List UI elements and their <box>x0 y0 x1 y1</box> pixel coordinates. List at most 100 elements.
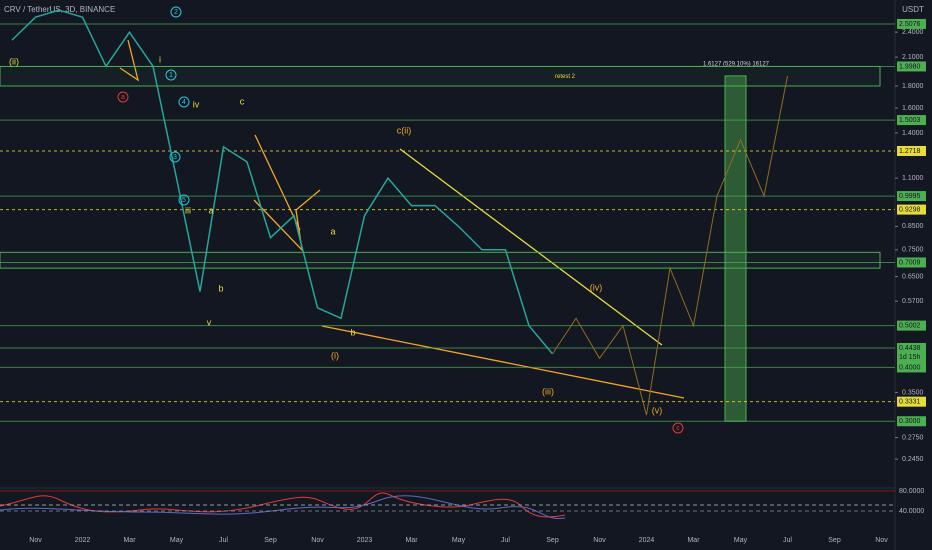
zone-label: retest 2 <box>555 74 576 80</box>
wave-label: i <box>159 54 161 64</box>
wave-label: a <box>121 94 125 101</box>
y-tick-label: 0.2750 <box>902 434 924 441</box>
price-tag-label: 0.4438 <box>899 345 921 352</box>
annotation-circle <box>178 96 190 108</box>
x-tick-label: Jul <box>219 537 228 544</box>
price-tag-label: 0.3331 <box>899 399 921 406</box>
x-tick-label: Jul <box>783 537 792 544</box>
x-tick-label: Sep <box>264 537 277 544</box>
y-tick-label: 2.4000 <box>902 29 924 36</box>
x-tick-label: Nov <box>593 537 606 544</box>
wave-label: iii <box>185 205 191 215</box>
x-tick-label: 2024 <box>639 537 655 544</box>
y-tick-label: 0.2450 <box>902 456 924 463</box>
wave-label: (iv) <box>590 282 603 292</box>
wave-label: b <box>218 283 223 293</box>
y-tick-label: 1.1000 <box>902 175 924 182</box>
wave-label: (v) <box>652 405 663 415</box>
annotation-circle <box>169 151 181 163</box>
price-tag <box>897 18 926 29</box>
wave-label: c <box>240 96 245 106</box>
price-tag-label: 0.3000 <box>899 418 921 425</box>
price-line <box>552 75 788 416</box>
x-tick-label: Mar <box>123 537 136 544</box>
wave-label: v <box>207 317 212 327</box>
trendlines <box>119 39 685 399</box>
y-tick-label: 1.4000 <box>902 130 924 137</box>
y-tick-label: 2.1000 <box>902 54 924 61</box>
x-tick-label: Nov <box>875 537 888 544</box>
wave-label: iv <box>193 99 200 109</box>
annotation-circle <box>117 91 129 103</box>
price-tag <box>897 115 926 126</box>
price-tag <box>897 320 926 331</box>
price-line <box>11 9 554 355</box>
price-tag-label: 1.2718 <box>899 148 921 155</box>
wave-label: c <box>676 425 680 432</box>
x-tick-label: May <box>734 537 748 544</box>
rsi-tick-label: 40.0000 <box>899 508 924 515</box>
price-tag <box>897 362 926 373</box>
y-tick-label: 0.7500 <box>902 247 924 254</box>
wave-label: 2 <box>174 9 178 16</box>
zone <box>0 251 881 269</box>
annotation-circle <box>178 194 190 206</box>
x-tick-label: Mar <box>687 537 700 544</box>
price-tag <box>897 396 926 407</box>
zone <box>0 65 881 87</box>
price-tag-label: 0.7009 <box>899 259 921 266</box>
price-tag-label: 0.5002 <box>899 322 921 329</box>
annotation-circle <box>165 69 177 81</box>
y-tick-label: 0.8500 <box>902 223 924 230</box>
price-tag <box>897 191 926 202</box>
price-tag-label: 2.5076 <box>899 21 921 28</box>
currency: USDT <box>902 5 924 14</box>
annotation-circle <box>672 422 684 434</box>
x-tick-label: Sep <box>828 537 841 544</box>
wave-label: 5 <box>182 197 186 204</box>
wave-label: 3 <box>173 154 177 161</box>
x-tick-label: Nov <box>311 537 324 544</box>
price-tag-label: 0.9995 <box>899 193 921 200</box>
target-label: 1.6127 (529.10%) 16127 <box>703 61 770 67</box>
wave-label: 1 <box>169 72 173 79</box>
x-tick-label: 2023 <box>357 537 373 544</box>
y-tick-label: 0.3500 <box>902 389 924 396</box>
price-tag-label: 1.9980 <box>899 63 921 70</box>
wave-label: (ii) <box>9 56 19 66</box>
y-tick-label: 1.8000 <box>902 83 924 90</box>
rsi-line <box>0 492 566 518</box>
x-tick-label: May <box>170 537 184 544</box>
price-tag <box>897 416 926 427</box>
wave-label: b <box>350 327 355 337</box>
wave-label: a <box>330 226 335 236</box>
x-tick-label: May <box>452 537 466 544</box>
x-tick-label: Jul <box>501 537 510 544</box>
y-tick-label: 0.5700 <box>902 298 924 305</box>
price-tag <box>897 61 926 72</box>
price-tag <box>897 204 926 215</box>
price-tag-label: 0.9298 <box>899 206 921 213</box>
rsi-signal <box>0 495 566 520</box>
wave-label: (iii) <box>542 386 554 396</box>
y-tick-label: 0.6500 <box>902 273 924 280</box>
x-tick-label: Mar <box>405 537 418 544</box>
annotation-circle <box>170 6 182 18</box>
x-tick-label: 2022 <box>75 537 91 544</box>
wave-label: c(ii) <box>397 125 412 135</box>
price-tag <box>897 257 926 268</box>
x-tick-label: Nov <box>29 537 42 544</box>
price-tag <box>897 145 926 156</box>
price-tag-note: 1d 15h <box>899 354 921 361</box>
y-tick-label: 1.6000 <box>902 105 924 112</box>
x-tick-label: Sep <box>546 537 559 544</box>
price-tag-label: 0.4000 <box>899 364 921 371</box>
target-box <box>724 75 747 422</box>
price-tag-label: 1.5003 <box>899 117 921 124</box>
wave-label: a <box>208 205 213 215</box>
rsi-tick-label: 80.0000 <box>899 488 924 495</box>
wave-label: (i) <box>331 350 339 360</box>
wave-label: 4 <box>182 99 186 106</box>
price-tag <box>897 342 926 363</box>
